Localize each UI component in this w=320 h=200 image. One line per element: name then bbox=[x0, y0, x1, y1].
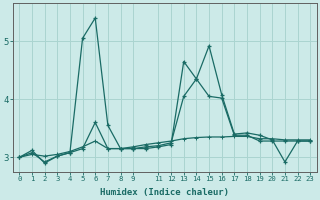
X-axis label: Humidex (Indice chaleur): Humidex (Indice chaleur) bbox=[100, 188, 229, 197]
